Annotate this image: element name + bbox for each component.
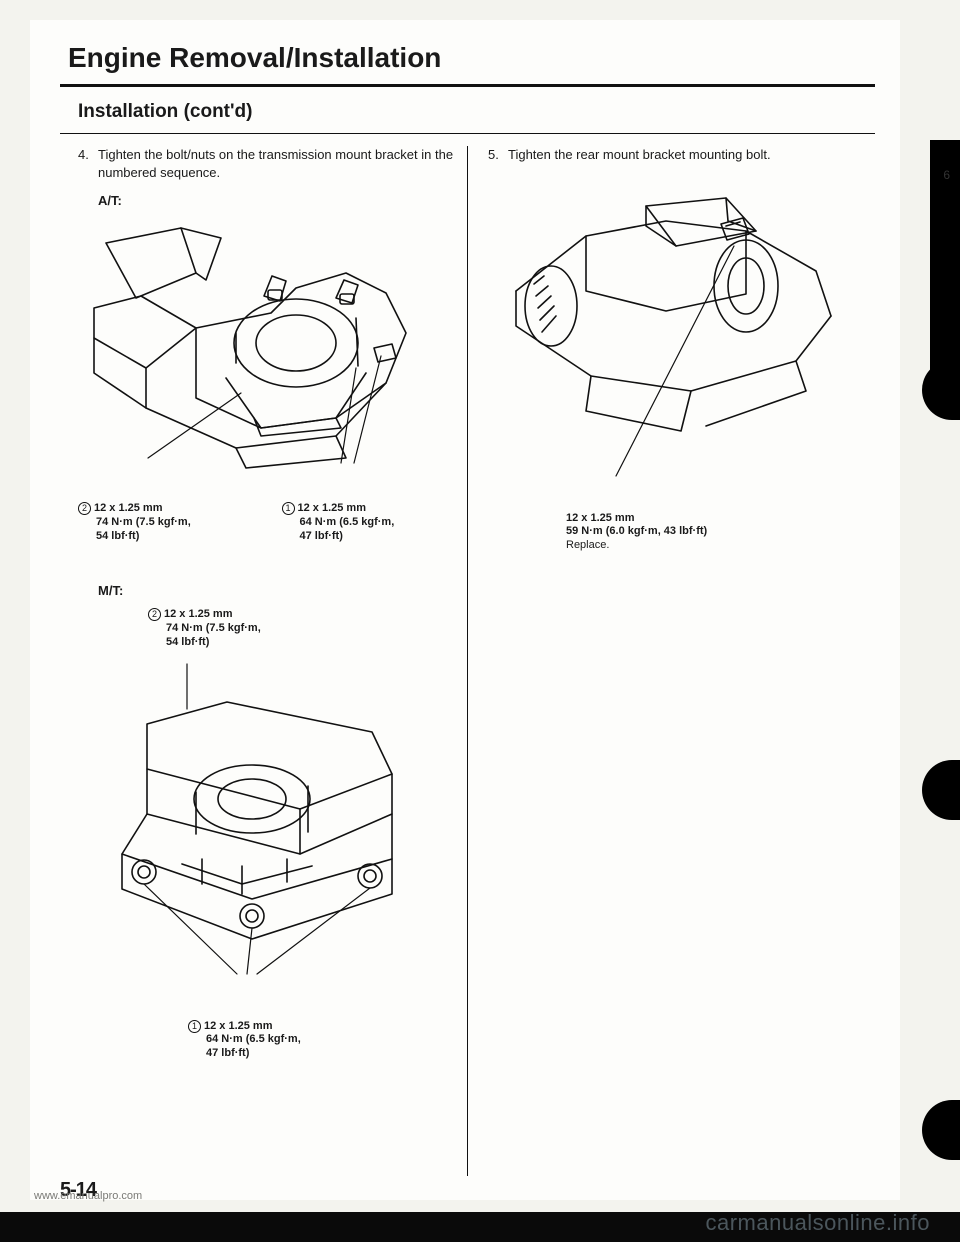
content-area: Engine Removal/Installation Installation… xyxy=(60,36,875,1176)
page-title: Engine Removal/Installation xyxy=(60,36,875,84)
mt-label: M/T: xyxy=(98,583,455,598)
right-column: 5. Tighten the rear mount bracket mounti… xyxy=(468,146,875,1176)
tab-dot-2 xyxy=(922,760,960,820)
cap1-l1: 12 x 1.25 mm xyxy=(298,502,367,514)
rear-mount-illustration xyxy=(496,176,851,506)
step-text: Tighten the bolt/nuts on the transmissio… xyxy=(98,146,455,181)
section-subtitle: Installation (cont'd) xyxy=(60,87,875,133)
step-4: 4. Tighten the bolt/nuts on the transmis… xyxy=(78,146,455,181)
mt-bot-l3: 47 lbf·ft) xyxy=(188,1047,455,1061)
tab-dot-1 xyxy=(922,360,960,420)
rcap-l3: Replace. xyxy=(566,539,609,551)
mt-top-l3: 54 lbf·ft) xyxy=(148,636,455,650)
mt-caption-top: 212 x 1.25 mm 74 N·m (7.5 kgf·m, 54 lbf·… xyxy=(148,608,455,649)
at-mount-illustration xyxy=(86,218,441,498)
watermark-right: carmanualsonline.info xyxy=(705,1210,930,1236)
figure-at-mount xyxy=(86,218,441,498)
step-number: 5. xyxy=(488,146,508,164)
step-text: Tighten the rear mount bracket mounting … xyxy=(508,146,863,164)
cap2-l3: 54 lbf·ft) xyxy=(78,530,252,544)
figure-rear-mount xyxy=(496,176,851,506)
caption-2: 212 x 1.25 mm 74 N·m (7.5 kgf·m, 54 lbf·… xyxy=(78,502,252,543)
step-5: 5. Tighten the rear mount bracket mounti… xyxy=(488,146,863,164)
step-number: 4. xyxy=(78,146,98,181)
rcap-l2: 59 N·m (6.0 kgf·m, 43 lbf·ft) xyxy=(566,525,707,537)
caption-1: 112 x 1.25 mm 64 N·m (6.5 kgf·m, 47 lbf·… xyxy=(252,502,456,543)
tab-dot-3 xyxy=(922,1100,960,1160)
cap2-l1: 12 x 1.25 mm xyxy=(94,502,163,514)
cap1-l3: 47 lbf·ft) xyxy=(282,530,456,544)
page: Engine Removal/Installation Installation… xyxy=(0,0,960,1242)
mt-bot-l2: 64 N·m (6.5 kgf·m, xyxy=(188,1033,455,1047)
mark-2-icon: 2 xyxy=(78,502,91,515)
rule-thin xyxy=(60,133,875,134)
mt-bot-l1: 12 x 1.25 mm xyxy=(204,1020,273,1032)
at-label: A/T: xyxy=(98,193,455,208)
left-column: 4. Tighten the bolt/nuts on the transmis… xyxy=(60,146,467,1176)
rcap-l1: 12 x 1.25 mm xyxy=(566,512,635,524)
two-columns: 4. Tighten the bolt/nuts on the transmis… xyxy=(60,146,875,1176)
margin-page-ref: 6 xyxy=(943,168,950,182)
mark-1-icon: 1 xyxy=(282,502,295,515)
mark-1b-icon: 1 xyxy=(188,1020,201,1033)
cap2-l2: 74 N·m (7.5 kgf·m, xyxy=(78,516,252,530)
mt-mount-illustration xyxy=(92,654,432,1014)
at-captions: 212 x 1.25 mm 74 N·m (7.5 kgf·m, 54 lbf·… xyxy=(78,502,455,543)
mt-top-l2: 74 N·m (7.5 kgf·m, xyxy=(148,622,455,636)
cap1-l2: 64 N·m (6.5 kgf·m, xyxy=(282,516,456,530)
rear-caption: 12 x 1.25 mm 59 N·m (6.0 kgf·m, 43 lbf·f… xyxy=(566,512,863,553)
figure-mt-mount xyxy=(92,654,432,1014)
mt-caption-bottom: 112 x 1.25 mm 64 N·m (6.5 kgf·m, 47 lbf·… xyxy=(188,1020,455,1061)
mark-2b-icon: 2 xyxy=(148,608,161,621)
watermark-left: www.emanualpro.com xyxy=(34,1190,142,1202)
thumb-index xyxy=(930,0,960,1242)
mt-top-l1: 12 x 1.25 mm xyxy=(164,608,233,620)
